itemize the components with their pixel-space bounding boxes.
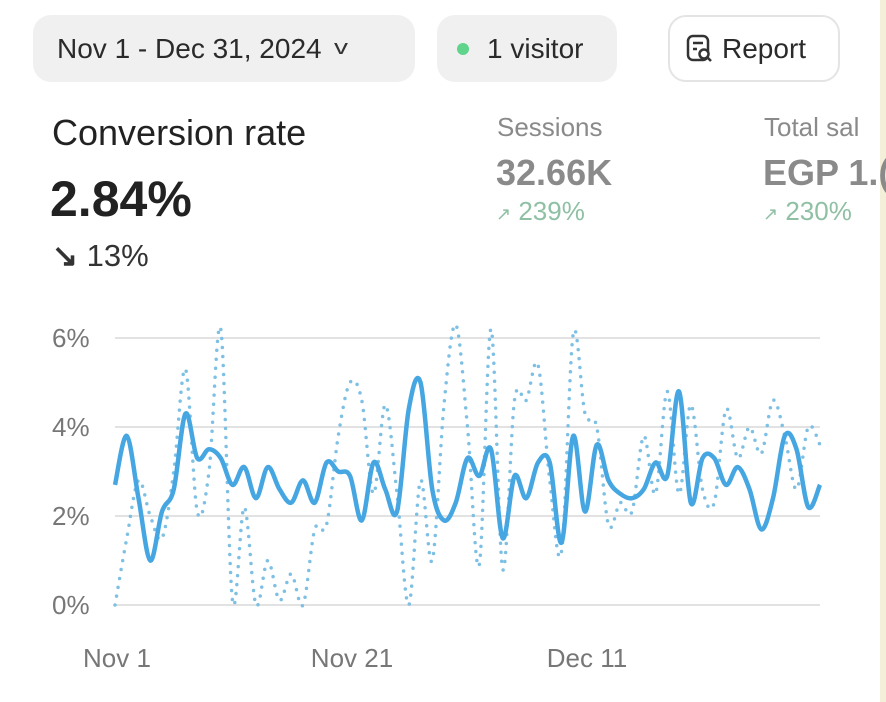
primary-series-line xyxy=(112,375,823,563)
total-sales-label: Total sal xyxy=(764,112,860,142)
x-tick-label: Nov 1 xyxy=(83,643,151,673)
y-tick-label: 4% xyxy=(52,412,90,442)
arrow-up-right-icon: ↗ xyxy=(763,204,779,224)
report-label: Report xyxy=(722,32,807,64)
total-sales-change: ↗ 230% xyxy=(763,196,852,227)
comparison-series-line xyxy=(113,322,822,608)
metric-change: ↘ 13% xyxy=(52,238,149,274)
conversion-rate-chart: 0% 2% 4% 6% Nov 1 Nov 21 Dec 11 xyxy=(52,322,823,673)
chevron-down-icon: v xyxy=(333,37,348,59)
screen-edge xyxy=(880,0,886,702)
y-tick-label: 2% xyxy=(52,501,90,531)
total-sales-value: EGP 1.( xyxy=(763,152,886,193)
arrow-down-right-icon: ↘ xyxy=(52,238,78,273)
sessions-change-value: 239% xyxy=(518,196,585,226)
sessions-value: 32.66K xyxy=(496,152,613,193)
report-search-icon xyxy=(686,34,712,62)
metric-value: 2.84% xyxy=(50,171,192,227)
y-tick-label: 6% xyxy=(52,323,90,353)
live-visitors-button[interactable]: 1 visitor xyxy=(437,15,617,82)
x-tick-label: Dec 11 xyxy=(547,643,627,673)
date-range-label: Nov 1 - Dec 31, 2024 xyxy=(57,32,322,64)
arrow-up-right-icon: ↗ xyxy=(496,204,512,224)
sessions-label: Sessions xyxy=(497,112,603,142)
total-sales-change-value: 230% xyxy=(785,196,852,226)
visitor-count: 1 visitor xyxy=(487,32,584,64)
y-tick-label: 0% xyxy=(52,590,90,620)
metric-title: Conversion rate xyxy=(52,112,307,153)
metric-change-value: 13% xyxy=(86,238,149,273)
sessions-change: ↗ 239% xyxy=(496,196,585,227)
date-range-picker[interactable]: Nov 1 - Dec 31, 2024 v xyxy=(33,15,415,82)
report-button[interactable]: Report xyxy=(668,15,840,82)
x-tick-label: Nov 21 xyxy=(311,643,393,673)
live-status-dot-icon xyxy=(457,42,469,55)
